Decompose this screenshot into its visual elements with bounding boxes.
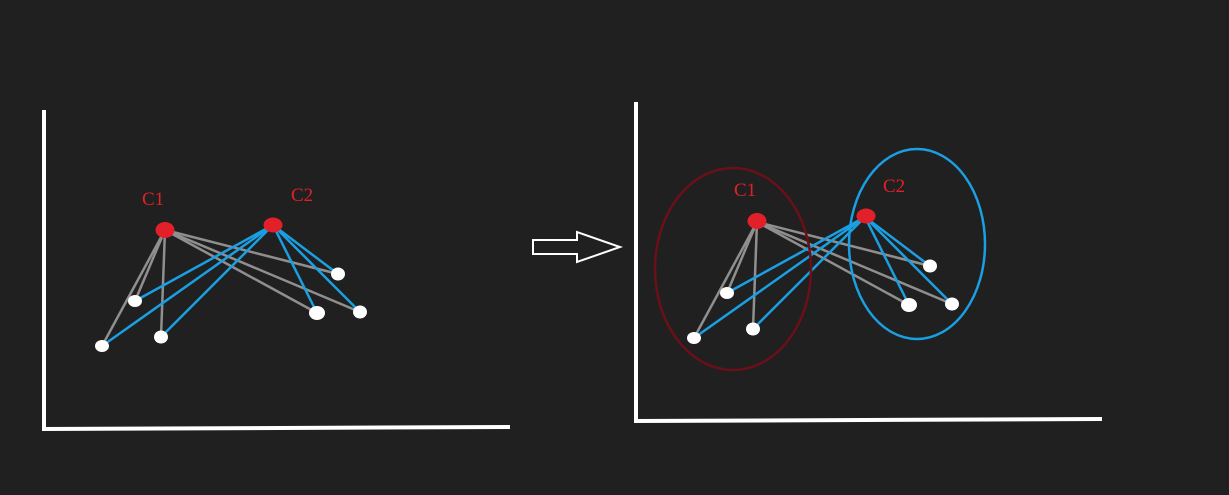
- data-point: [923, 259, 937, 273]
- link-c2-p1: [693, 215, 866, 340]
- after-c2-links: [693, 215, 953, 340]
- link-c1-p4: [756, 220, 931, 268]
- link-c2-p6: [864, 216, 953, 305]
- link-c1-p5: [164, 228, 318, 315]
- before-points: [95, 267, 367, 352]
- data-point: [95, 340, 109, 352]
- right-arrow-icon: [532, 230, 624, 264]
- link-c1-p2: [133, 229, 167, 302]
- before-x-axis: [41, 425, 511, 431]
- after-panel: C1 C2: [633, 102, 1103, 423]
- after-points: [687, 259, 959, 344]
- link-c2-p1: [101, 223, 274, 348]
- centroid-c2-label: C2: [883, 176, 905, 197]
- data-point: [901, 298, 917, 312]
- centroid-c1: [155, 222, 175, 238]
- centroid-c1-label: C1: [142, 189, 164, 210]
- link-c2-p4: [864, 216, 931, 267]
- link-c2-p3: [752, 216, 866, 330]
- link-c2-p6: [272, 224, 361, 313]
- link-c1-p6: [756, 220, 953, 306]
- link-c2-p2: [726, 215, 866, 295]
- data-point: [154, 330, 168, 344]
- link-c2-p5: [863, 216, 911, 306]
- cluster-c1-boundary: [653, 166, 813, 372]
- link-c1-p5: [756, 220, 910, 307]
- link-c1-p3: [751, 221, 759, 330]
- link-c2-p3: [160, 224, 274, 338]
- after-x-axis: [633, 417, 1103, 423]
- link-c2-p2: [134, 223, 274, 303]
- data-point: [746, 322, 760, 336]
- data-point: [353, 305, 367, 319]
- centroid-c1: [747, 213, 767, 229]
- centroid-c2-label: C2: [291, 185, 313, 206]
- centroid-c1-label: C1: [734, 180, 756, 201]
- data-point: [687, 332, 701, 344]
- data-point: [331, 267, 345, 281]
- link-c2-p4: [272, 224, 339, 275]
- data-point: [945, 297, 959, 311]
- cluster-c2-boundary: [847, 147, 987, 341]
- link-c1-p1: [100, 229, 167, 347]
- centroid-c2: [856, 208, 876, 224]
- data-point: [128, 295, 142, 307]
- link-c1-p1: [692, 221, 759, 339]
- link-c2-p5: [271, 224, 319, 314]
- before-c1-links: [100, 228, 361, 347]
- data-point: [309, 306, 325, 320]
- link-c1-p4: [164, 228, 339, 276]
- link-c1-p3: [159, 229, 167, 338]
- link-c1-p2: [725, 221, 759, 294]
- before-panel: C1 C2: [41, 110, 511, 431]
- before-c2-links: [101, 223, 361, 348]
- data-point: [720, 287, 734, 299]
- after-c1-links: [692, 220, 953, 339]
- link-c1-p6: [164, 228, 361, 314]
- centroid-c2: [263, 217, 283, 233]
